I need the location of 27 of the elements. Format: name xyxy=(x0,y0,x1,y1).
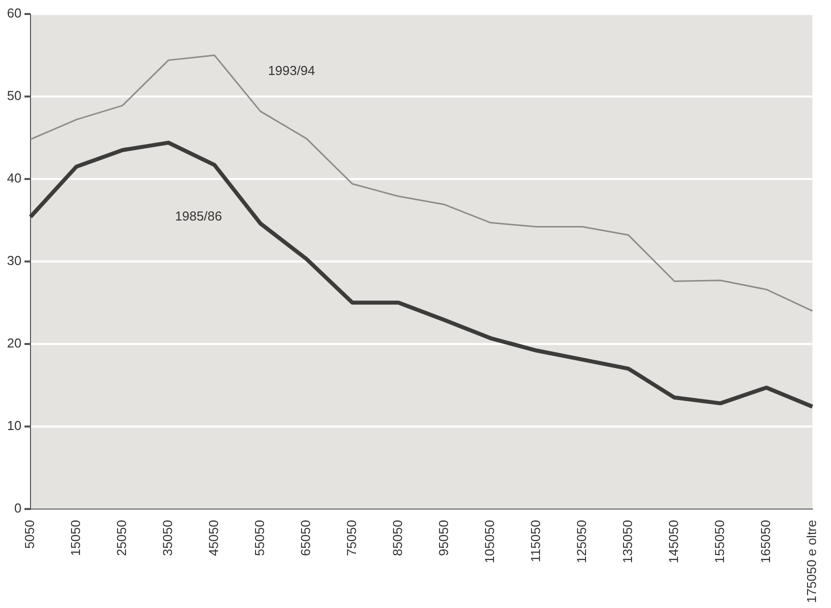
x-tick-label: 55050 xyxy=(252,520,268,556)
x-tick-label: 15050 xyxy=(68,520,84,556)
x-tick-label: 135050 xyxy=(620,520,635,564)
x-tick-label: 35050 xyxy=(160,520,176,556)
y-tick-label: 30 xyxy=(6,253,22,268)
text: 1993/94 xyxy=(268,63,315,78)
x-tick-label: 25050 xyxy=(114,520,130,556)
x-tick-label: 145050 xyxy=(666,520,681,564)
series-label: 1985/86 xyxy=(174,208,222,224)
y-tick-label: 0 xyxy=(14,500,22,516)
y-tick-label: 10 xyxy=(6,418,22,433)
y-tick-label: 50 xyxy=(6,88,22,104)
x-tick-label: 165050 xyxy=(758,520,773,564)
y-tick-label: 40 xyxy=(6,170,22,186)
x-tick-label: 85050 xyxy=(390,520,406,556)
x-tick-label: 65050 xyxy=(298,520,314,556)
y-tick-label: 60 xyxy=(6,6,22,21)
x-tick-label: 5050 xyxy=(22,520,38,549)
x-tick-label: 175050 e oltre xyxy=(804,520,819,603)
y-tick-label: 20 xyxy=(6,335,22,350)
x-tick-label: 125050 xyxy=(574,520,589,564)
x-tick-label: 115050 xyxy=(528,520,543,562)
x-tick-label: 45050 xyxy=(206,520,222,556)
x-tick-label: 105050 xyxy=(482,520,498,564)
x-tick-label: 95050 xyxy=(436,520,452,556)
x-tick-label: 75050 xyxy=(344,520,360,556)
x-tick-label: 155050 xyxy=(712,520,727,564)
